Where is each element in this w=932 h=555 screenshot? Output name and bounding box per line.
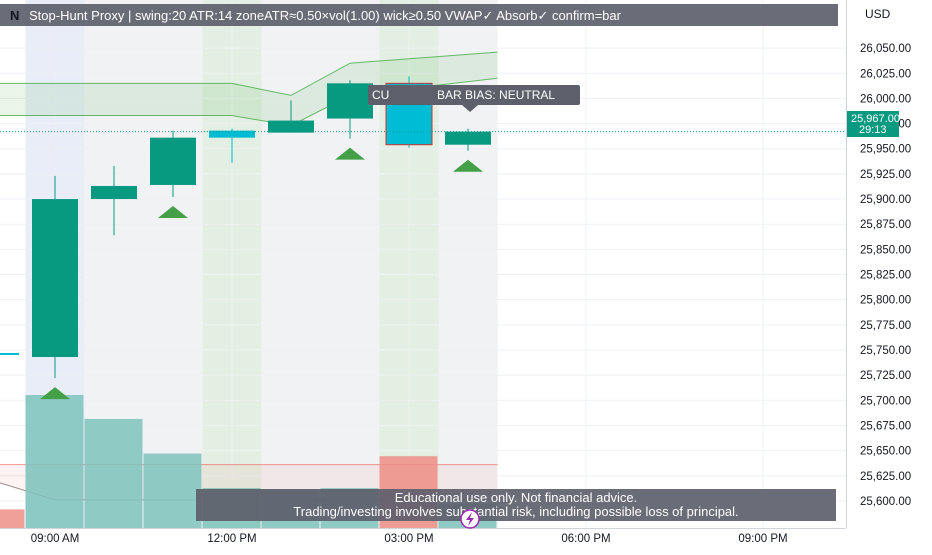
candle-body	[209, 130, 255, 138]
price-tick-label: 25,875.00	[860, 219, 911, 231]
volume-bar-2	[84, 418, 143, 528]
buy-arrow-3	[453, 159, 483, 172]
price-tick-label: 26,050.00	[860, 43, 911, 55]
candle-3	[150, 130, 196, 198]
price-tick-label: 25,850.00	[860, 244, 911, 256]
price-tick-label: 25,725.00	[860, 370, 911, 382]
price-tick-label: 25,650.00	[860, 446, 911, 458]
bias-label-prefix: CU	[372, 88, 389, 102]
buy-arrow-1	[158, 206, 188, 219]
candle-0	[0, 352, 19, 356]
candle-body	[91, 185, 137, 200]
price-tick-label: 25,700.00	[860, 395, 911, 407]
last-price-value: 25,967.00	[851, 113, 900, 125]
disclaimer-background	[196, 489, 836, 521]
time-tick-label: 09:00 AM	[31, 533, 80, 545]
price-tick-label: 25,600.00	[860, 496, 911, 508]
bias-label-box	[368, 85, 580, 105]
candle-6	[327, 80, 373, 139]
price-tick-label: 25,950.00	[860, 144, 911, 156]
time-axis-ticks[interactable]: 09:00 AM 12:00 PM 03:00 PM 06:00 PM 09:00 PM	[31, 533, 788, 545]
lightning-icon[interactable]	[466, 512, 474, 526]
price-tick-label: 25,625.00	[860, 471, 911, 483]
volume-bar-1	[25, 395, 84, 528]
candle-body	[150, 137, 196, 185]
time-tick-label: 12:00 PM	[207, 533, 256, 545]
candle-body	[0, 352, 19, 356]
bias-label-pointer	[462, 105, 478, 112]
price-tick-label: 25,775.00	[860, 320, 911, 332]
candle-body	[327, 83, 373, 119]
symbol-label[interactable]: N	[10, 8, 19, 23]
lightning-button[interactable]	[460, 509, 480, 529]
price-tick-label: 25,800.00	[860, 295, 911, 307]
price-tick-label: 25,675.00	[860, 420, 911, 432]
candle-1	[32, 175, 78, 379]
upper-zone-fill	[0, 52, 498, 126]
price-tick-label: 25,900.00	[860, 194, 911, 206]
price-tick-label: 26,025.00	[860, 68, 911, 80]
price-tick-label: 25,925.00	[860, 169, 911, 181]
disclaimer-box: Educational use only. Not financial advi…	[196, 489, 836, 521]
indicator-label[interactable]: Stop-Hunt Proxy | swing:20 ATR:14 zoneAT…	[29, 8, 622, 23]
currency-label[interactable]: USD	[865, 7, 891, 21]
price-tick-label: 25,825.00	[860, 270, 911, 282]
time-tick-label: 06:00 PM	[561, 533, 610, 545]
volume-bar-3	[143, 453, 202, 528]
candle-body	[445, 131, 491, 145]
candle-2	[91, 165, 137, 236]
buy-arrow-0	[40, 387, 70, 400]
candle-4	[209, 128, 255, 163]
candle-5	[268, 100, 314, 133]
indicator-banner	[0, 4, 838, 26]
bias-label: CU BAR BIAS: NEUTRAL	[368, 85, 580, 112]
last-price-tag-box	[847, 111, 899, 137]
candle-body	[32, 199, 78, 358]
time-tick-label: 09:00 PM	[738, 533, 787, 545]
bias-label-text: BAR BIAS: NEUTRAL	[437, 88, 555, 102]
upper-zone-top-line	[0, 51, 498, 96]
time-tick-label: 03:00 PM	[384, 533, 433, 545]
volume-bar-0	[0, 509, 25, 528]
buy-arrows	[40, 147, 483, 400]
bar-countdown: 29:13	[859, 124, 887, 136]
buy-arrow-2	[335, 147, 365, 160]
price-tick-label: 26,000.00	[860, 93, 911, 105]
candle-body	[268, 120, 314, 133]
price-tick-label: 25,750.00	[860, 345, 911, 357]
last-price-tag: 25,967.00 29:13	[847, 111, 900, 137]
candle-8	[445, 128, 491, 151]
disclaimer-line-2: Trading/investing involves substantial r…	[293, 504, 738, 519]
disclaimer-line-1: Educational use only. Not financial advi…	[395, 490, 638, 505]
